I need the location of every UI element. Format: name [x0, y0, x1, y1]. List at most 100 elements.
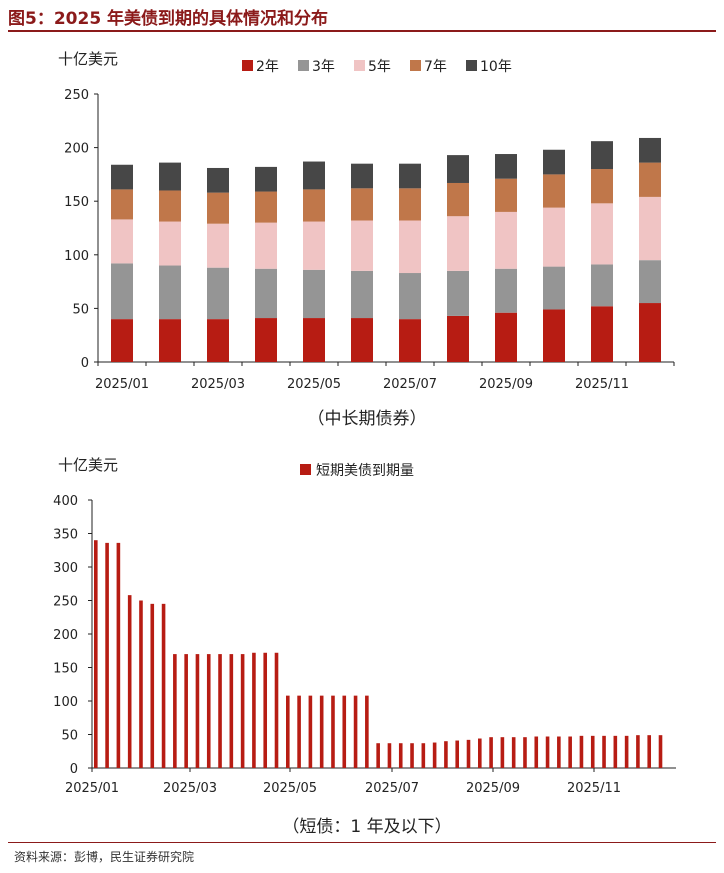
legend-label-3: 7年	[424, 59, 447, 75]
bar-6-4	[399, 163, 421, 189]
bar-8-4	[495, 154, 517, 179]
legend-swatch-1	[298, 60, 309, 71]
short-bar-37	[511, 737, 516, 768]
bar-4-0	[303, 318, 325, 362]
short-bar-41	[557, 736, 561, 768]
bar-1-2	[159, 221, 181, 266]
short-bar-9	[195, 654, 200, 768]
y-tick-label-6: 300	[53, 561, 78, 576]
y-tick-label-4: 200	[53, 628, 78, 643]
short-bar-21	[331, 695, 335, 768]
legend-swatch-0	[300, 464, 311, 475]
legend-swatch-2	[354, 60, 365, 71]
short-bar-26	[387, 743, 392, 768]
y-tick-label-4: 200	[64, 142, 89, 157]
bar-8-3	[495, 178, 517, 212]
y-tick-label-2: 100	[64, 249, 89, 264]
legend-label-0: 短期美债到期量	[316, 463, 414, 479]
short-bar-25	[376, 743, 380, 768]
bar-8-2	[495, 211, 517, 269]
bar-11-3	[639, 162, 661, 197]
y-tick-label-0: 0	[81, 356, 89, 371]
short-bar-3	[127, 595, 132, 768]
medium-long-term-chart: 十亿美元 2年 3年 5年 7年 10年 0 50 100 150 200 250 2025/01 202…	[58, 50, 675, 429]
x-tick-label-3: 2025/07	[365, 781, 419, 796]
bar-6-3	[399, 188, 421, 221]
bar-10-3	[591, 169, 613, 204]
short-bar-4	[139, 600, 143, 768]
y-tick-label-1: 50	[61, 729, 78, 744]
y-tick-label-3: 150	[64, 195, 89, 210]
legend-swatch-3	[410, 60, 421, 71]
x-tick-label-5: 2025/11	[575, 377, 629, 392]
bar-3-3	[255, 191, 277, 223]
short-bar-11	[218, 654, 222, 768]
legend-label-0: 2年	[256, 59, 279, 75]
y-tick-label-0: 0	[70, 762, 78, 777]
x-tick-label-2: 2025/05	[263, 781, 317, 796]
bar-11-0	[639, 303, 661, 362]
bar-9-4	[543, 149, 565, 175]
short-bar-31	[444, 741, 448, 768]
short-bar-2	[116, 542, 121, 768]
short-bar-50	[658, 735, 663, 768]
bar-10-1	[591, 264, 613, 307]
short-bar-7	[173, 654, 177, 768]
short-bar-16	[274, 652, 279, 768]
chart-caption: （短债：1 年及以下）	[282, 817, 451, 837]
x-tick-label-4: 2025/09	[466, 781, 520, 796]
short-bar-19	[308, 695, 313, 768]
short-bar-14	[252, 652, 256, 768]
y-tick-label-7: 350	[53, 528, 78, 543]
bar-0-1	[111, 263, 133, 320]
x-tick-label-1: 2025/03	[191, 377, 245, 392]
short-bar-28	[410, 743, 414, 768]
short-bar-47	[624, 735, 629, 768]
bar-9-3	[543, 174, 565, 208]
x-tick-label-4: 2025/09	[479, 377, 533, 392]
y-tick-label-1: 50	[72, 302, 89, 317]
bar-7-4	[447, 155, 469, 183]
bar-5-3	[351, 188, 373, 221]
figure-title: 图5：2025 年美债到期的具体情况和分布	[8, 9, 329, 29]
x-tick-label-0: 2025/01	[95, 377, 149, 392]
short-bar-38	[523, 737, 527, 768]
bar-11-4	[639, 137, 661, 163]
short-bar-22	[342, 695, 347, 768]
short-bar-27	[398, 743, 403, 768]
short-bar-30	[432, 742, 437, 768]
bar-7-3	[447, 182, 469, 217]
title-rule	[8, 30, 716, 32]
short-bar-1	[105, 542, 109, 768]
short-bar-17	[286, 695, 290, 768]
bottom-rule	[8, 842, 716, 843]
bar-7-2	[447, 216, 469, 271]
chart-caption: （中长期债券）	[308, 409, 427, 429]
bar-2-0	[207, 319, 229, 362]
y-tick-label-5: 250	[53, 595, 78, 610]
short-bar-13	[240, 654, 245, 768]
bar-10-2	[591, 203, 613, 265]
short-bar-0	[94, 540, 98, 768]
y-tick-label-5: 250	[64, 88, 89, 103]
bar-4-4	[303, 161, 325, 190]
short-bar-32	[455, 740, 460, 768]
x-tick-label-0: 2025/01	[65, 781, 119, 796]
legend-swatch-4	[466, 60, 477, 71]
bar-3-4	[255, 166, 277, 192]
y-tick-label-2: 100	[53, 695, 78, 710]
bar-3-1	[255, 268, 277, 319]
bar-9-0	[543, 309, 565, 362]
bar-2-3	[207, 192, 229, 224]
bar-0-2	[111, 219, 133, 264]
x-tick-label-3: 2025/07	[383, 377, 437, 392]
short-bar-20	[319, 695, 324, 768]
bar-6-1	[399, 273, 421, 320]
bar-1-3	[159, 190, 181, 222]
bar-1-4	[159, 162, 181, 191]
short-bar-49	[647, 735, 652, 768]
short-bar-6	[161, 603, 166, 768]
short-bar-15	[263, 652, 268, 768]
legend-label-4: 10年	[480, 59, 512, 75]
bar-1-1	[159, 265, 181, 320]
